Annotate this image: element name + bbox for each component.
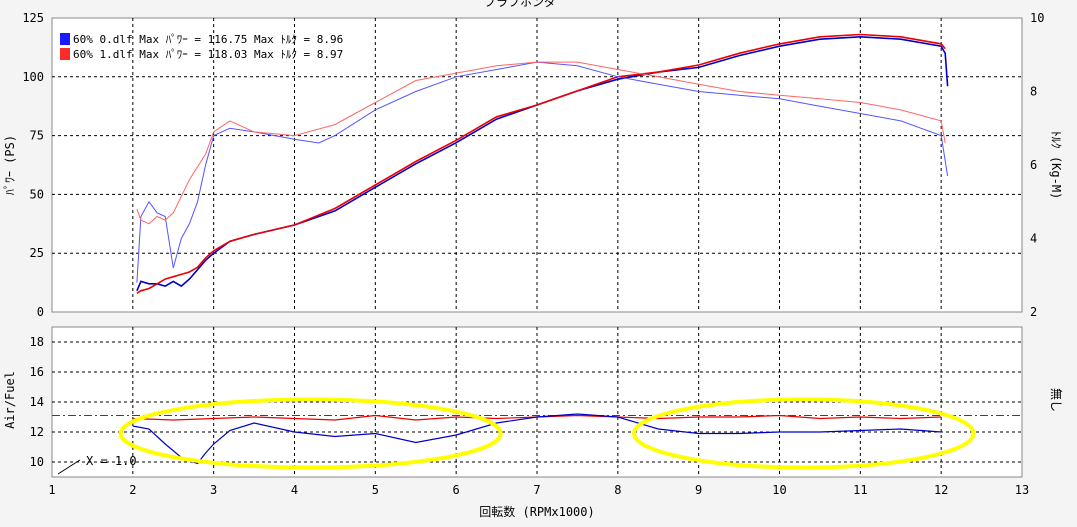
power-axis-ticks: 0 25 50 75 100 125 2 4 6 8 10 <box>22 11 1044 319</box>
y-tick-label-air-fuel: 16 <box>30 365 44 379</box>
x-tick-label: 9 <box>695 483 702 497</box>
legend: 60% 0.dlf Max ﾊﾟﾜｰ = 116.75 Max ﾄﾙｸ = 8.… <box>60 33 343 61</box>
x-tick-label: 13 <box>1015 483 1029 497</box>
y-tick-label-air-fuel: 10 <box>30 455 44 469</box>
x-tick-label: 2 <box>129 483 136 497</box>
torque-curve-2 <box>136 61 949 283</box>
highlight-ellipses <box>118 397 976 470</box>
x-axis-label: 回転数 (RPMx1000) <box>479 504 594 519</box>
x-tick-label: 6 <box>453 483 460 497</box>
y-tick-label-power: 0 <box>37 305 44 319</box>
y-tick-label-air-fuel: 18 <box>30 335 44 349</box>
annotation-label: X = 1.0 <box>86 454 137 468</box>
x-tick-label: 10 <box>772 483 786 497</box>
x-tick-label: 7 <box>533 483 540 497</box>
legend-swatch-1 <box>60 48 70 60</box>
x-tick-label: 11 <box>853 483 867 497</box>
y2-tick-label-torque: 6 <box>1030 158 1037 172</box>
x-tick-label: 3 <box>210 483 217 497</box>
y-tick-label-power: 100 <box>22 70 44 84</box>
highlight-ellipse-0 <box>118 397 503 470</box>
y-tick-label-power: 50 <box>30 187 44 201</box>
legend-entry-1: 60% 1.dlf Max ﾊﾟﾜｰ = 118.03 Max ﾄﾙｸ = 8.… <box>73 48 343 61</box>
y2-tick-label-torque: 4 <box>1030 232 1037 246</box>
power-curve-0 <box>136 35 949 292</box>
air-fuel-axis-ticks: 10 12 14 16 18 <box>30 335 44 469</box>
y2-axis-label-none: 無し <box>1049 388 1064 412</box>
chart-title: ブラプホンダ <box>484 0 556 9</box>
y-axis-label-air-fuel: Air/Fuel <box>3 371 17 429</box>
x-tick-label: 5 <box>372 483 379 497</box>
x-tick-label: 4 <box>291 483 298 497</box>
annotation-pointer <box>57 459 81 475</box>
y-tick-label-power: 125 <box>22 11 44 25</box>
x-tick-label: 1 <box>48 483 55 497</box>
x-tick-label: 12 <box>934 483 948 497</box>
power-curve-1 <box>136 33 946 294</box>
highlight-ellipse-1 <box>632 397 976 470</box>
y-tick-label-air-fuel: 12 <box>30 425 44 439</box>
air-fuel-gridlines <box>52 327 1022 477</box>
y2-tick-label-torque: 2 <box>1030 305 1037 319</box>
y-tick-label-air-fuel: 14 <box>30 395 44 409</box>
y-axis-label-power: ﾊﾟﾜｰ (PS) <box>3 135 17 195</box>
y-tick-label-power: 75 <box>30 129 44 143</box>
legend-entry-0: 60% 0.dlf Max ﾊﾟﾜｰ = 116.75 Max ﾄﾙｸ = 8.… <box>73 33 343 46</box>
power-gridlines <box>52 18 1022 312</box>
y2-axis-label-torque: ﾄﾙｸ (Kg-M) <box>1049 131 1063 200</box>
legend-swatch-0 <box>60 33 70 45</box>
power-torque-series <box>136 33 949 294</box>
y2-tick-label-torque: 10 <box>1030 11 1044 25</box>
y2-tick-label-torque: 8 <box>1030 85 1037 99</box>
x-axis-ticks: 1 2 3 4 5 6 7 8 9 10 11 12 13 <box>48 483 1029 497</box>
x-tick-label: 8 <box>614 483 621 497</box>
torque-curve-3 <box>136 61 946 225</box>
y-tick-label-power: 25 <box>30 246 44 260</box>
